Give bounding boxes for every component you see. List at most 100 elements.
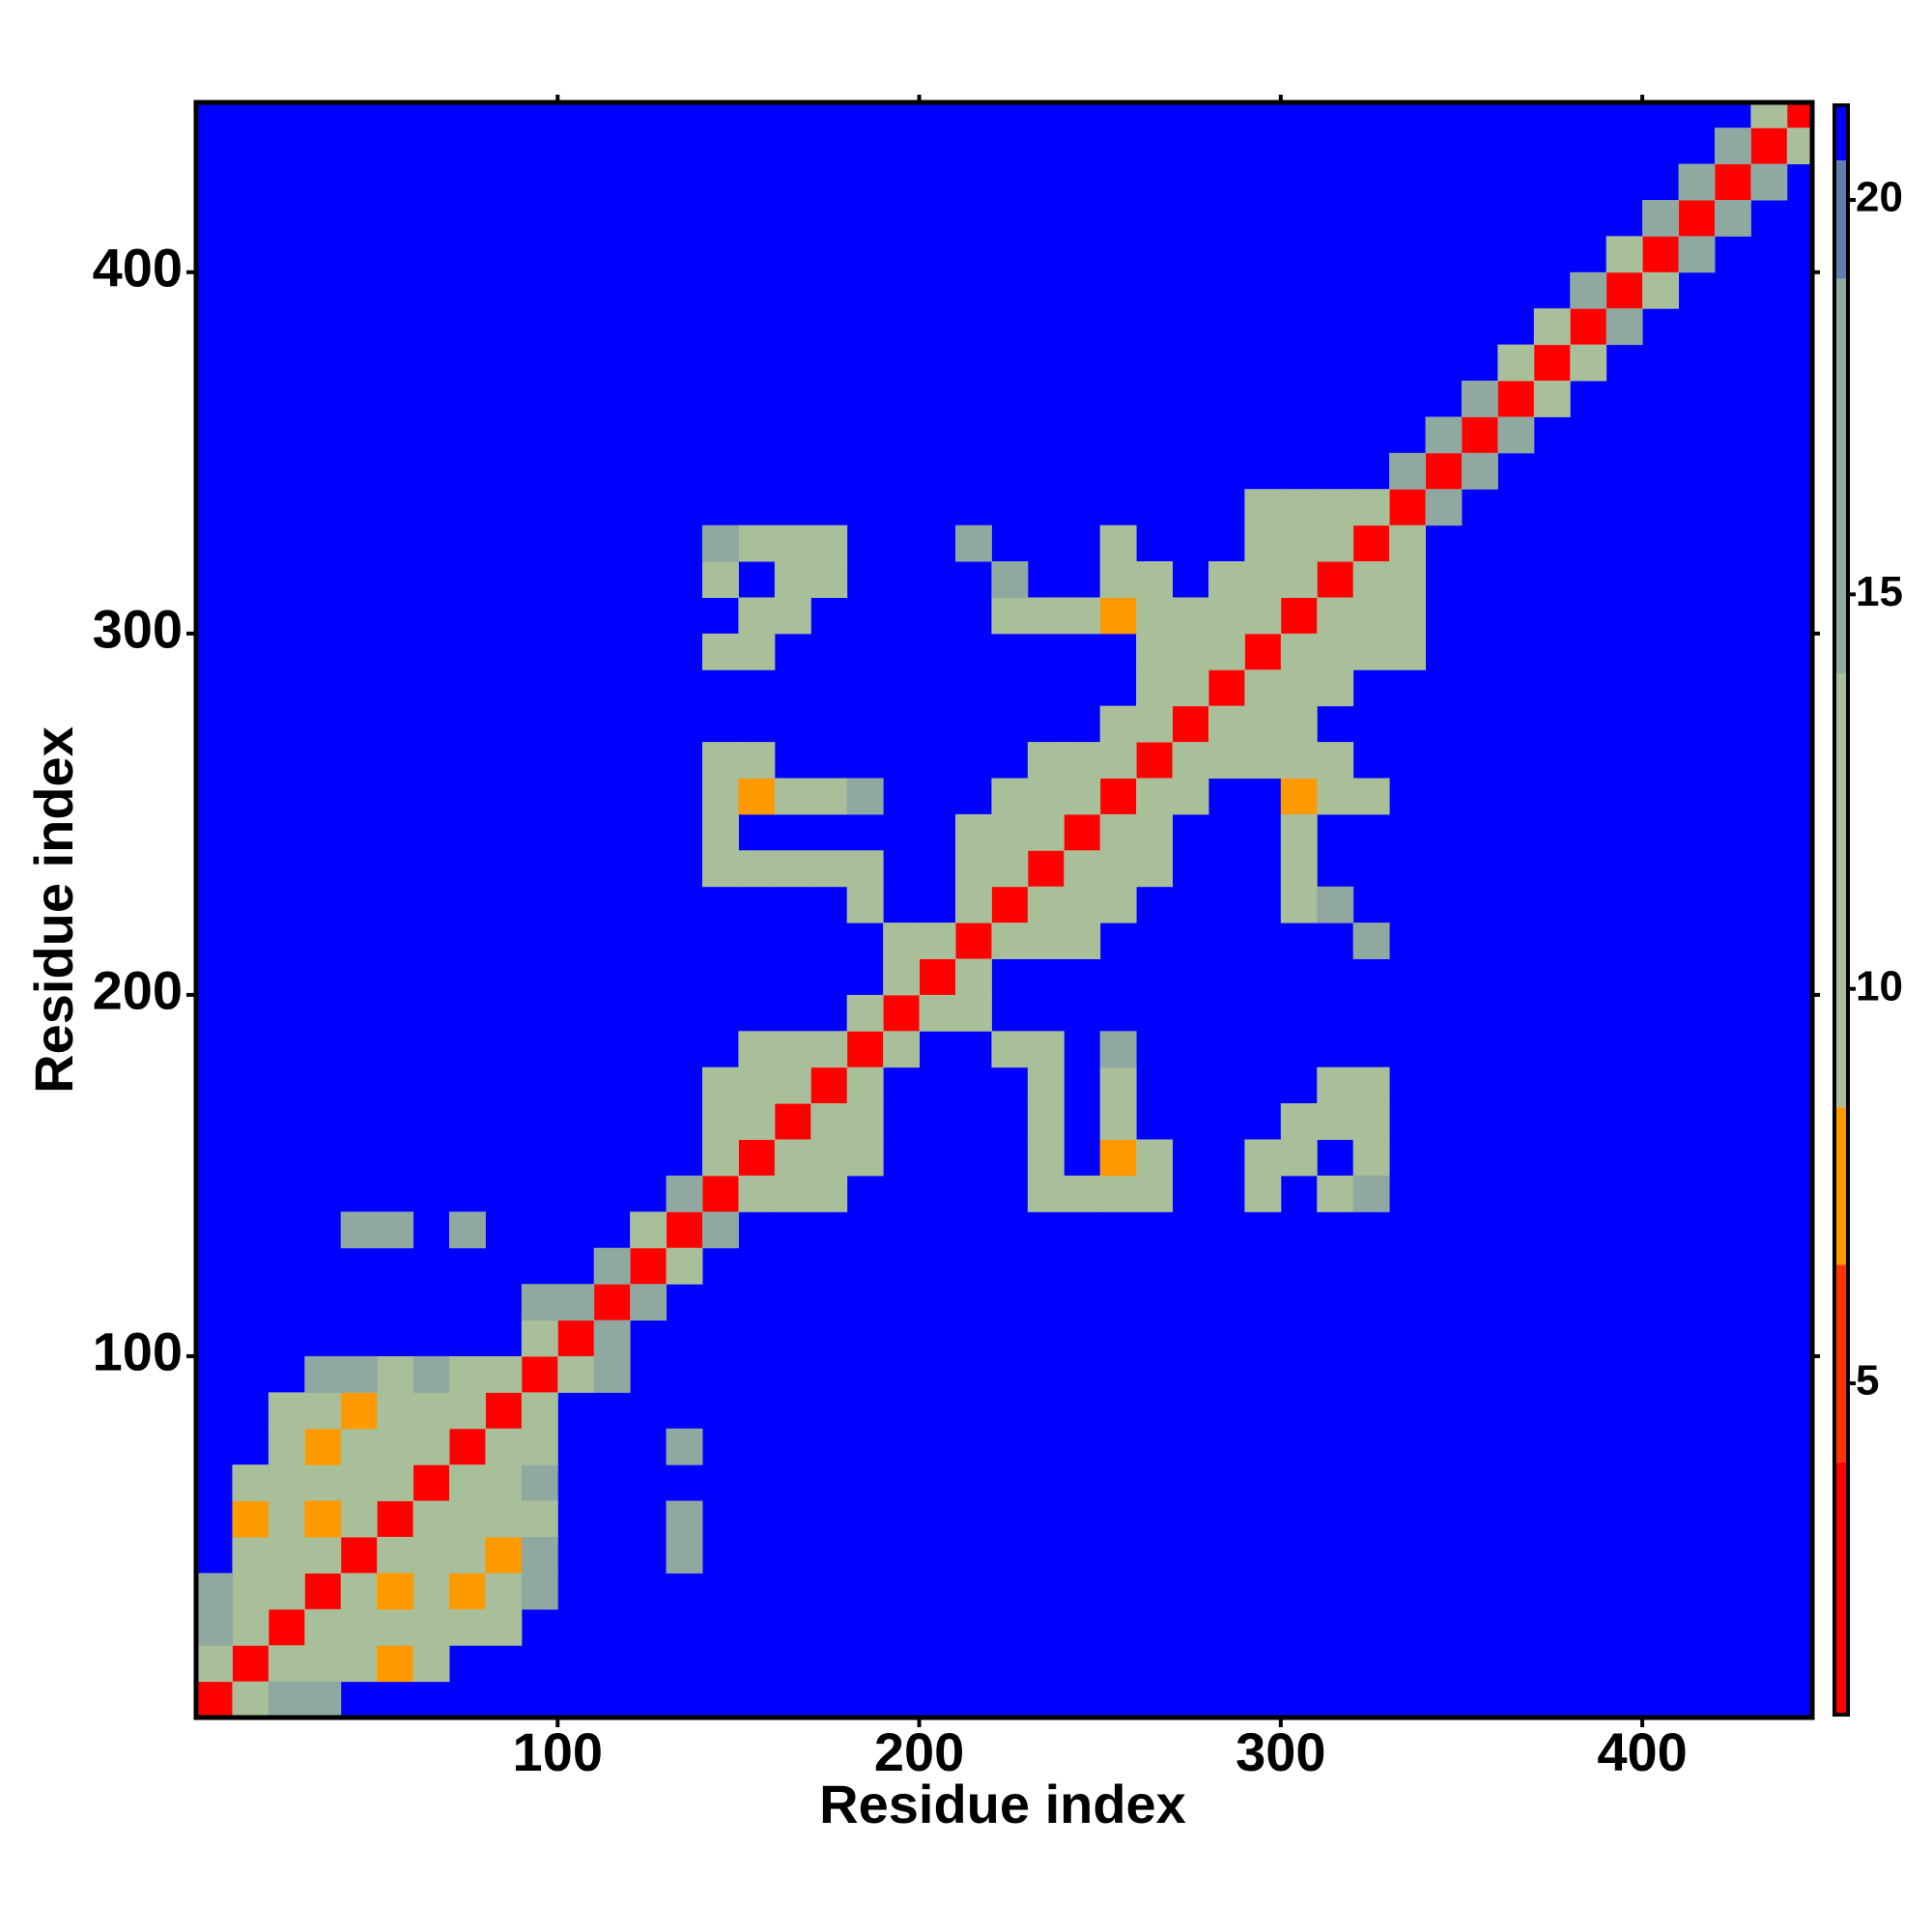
colorbar-band (1834, 278, 1848, 673)
heatmap-cell (774, 597, 811, 635)
heatmap-cell (1064, 813, 1101, 851)
heatmap-cell (774, 1031, 811, 1068)
heatmap-cell (810, 778, 848, 815)
heatmap-cell (810, 850, 848, 888)
heatmap-cell (485, 1428, 523, 1465)
heatmap-cell (1317, 1175, 1354, 1212)
heatmap-cell (1136, 1139, 1174, 1177)
heatmap-cell (738, 778, 776, 815)
heatmap-cell (666, 1211, 703, 1249)
heatmap-cell (268, 1645, 305, 1683)
heatmap-cell (883, 923, 921, 959)
heatmap-cell (1678, 163, 1716, 201)
heatmap-cell (701, 561, 739, 598)
heatmap-cell (666, 1247, 703, 1285)
heatmap-cell (1352, 633, 1390, 670)
heatmap-cell (1352, 489, 1390, 526)
heatmap-cell (1244, 489, 1282, 526)
heatmap-cell (521, 1355, 558, 1393)
heatmap-cell (774, 561, 811, 598)
heatmap-cell (774, 850, 811, 888)
colorbar-tick-label: 20 (1856, 174, 1903, 221)
heatmap-cell (1352, 778, 1390, 815)
heatmap-cell (991, 813, 1029, 851)
heatmap-cell (1099, 1139, 1137, 1177)
heatmap-cell (1244, 705, 1282, 743)
heatmap-cell (701, 1211, 739, 1249)
heatmap-cell (448, 1392, 486, 1430)
heatmap-cell (666, 1175, 703, 1212)
heatmap-cell (991, 923, 1029, 959)
heatmap-cell (232, 1681, 270, 1718)
heatmap-cell (810, 1175, 848, 1212)
heatmap-cell (738, 1103, 776, 1141)
heatmap-cell (774, 778, 811, 815)
heatmap-cell (1352, 525, 1390, 562)
heatmap-cell (738, 633, 776, 670)
heatmap-cell (810, 1031, 848, 1068)
colorbar-tick-label: 15 (1856, 568, 1903, 615)
heatmap-cell (448, 1608, 486, 1646)
colorbar-frame (1833, 103, 1850, 1717)
heatmap-cell (1064, 923, 1101, 959)
heatmap-cell (883, 958, 921, 996)
heatmap-cell (1172, 669, 1209, 707)
heatmap-cell (991, 850, 1029, 888)
heatmap-cell (774, 525, 811, 562)
heatmap-cell (1027, 1139, 1065, 1177)
heatmap-cell (1136, 705, 1174, 743)
heatmap-cell (1389, 452, 1427, 490)
heatmap-cell (1570, 344, 1607, 382)
heatmap-cell (1280, 597, 1318, 635)
colorbar-band (1834, 1264, 1848, 1463)
heatmap-cell (1570, 271, 1607, 309)
heatmap-cell (448, 1573, 486, 1610)
heatmap-cell (991, 886, 1029, 923)
heatmap-cell (1136, 813, 1174, 851)
colorbar-tick-label: 5 (1856, 1357, 1879, 1405)
heatmap-cell (1172, 778, 1209, 815)
heatmap-cell (738, 597, 776, 635)
heatmap-cell (1317, 1103, 1354, 1141)
heatmap-cell (377, 1392, 414, 1430)
heatmap (196, 102, 1812, 1718)
heatmap-cell (846, 850, 884, 888)
heatmap-cell (340, 1608, 378, 1646)
heatmap-cell (1208, 742, 1245, 779)
heatmap-cell (1244, 1175, 1282, 1212)
heatmap-cell (1027, 850, 1065, 888)
heatmap-cell (1425, 452, 1463, 490)
heatmap-cell (1172, 597, 1209, 635)
heatmap-cell (1317, 1066, 1354, 1104)
heatmap-cell (1244, 525, 1282, 562)
heatmap-cell (196, 1681, 233, 1718)
heatmap-cell (774, 1103, 811, 1141)
heatmap-cell (1280, 778, 1318, 815)
heatmap-cell (340, 1211, 378, 1249)
heatmap-cell (1064, 597, 1101, 635)
heatmap-cell (991, 1031, 1029, 1068)
heatmap-cell (1389, 525, 1427, 562)
heatmap-cell (954, 813, 992, 851)
heatmap-cell (1317, 597, 1354, 635)
heatmap-cell (954, 525, 992, 562)
heatmap-cell (412, 1608, 450, 1646)
heatmap-cell (340, 1536, 378, 1574)
heatmap-cell (1099, 778, 1137, 815)
heatmap-cell (412, 1573, 450, 1610)
heatmap-cell (1714, 128, 1751, 165)
heatmap-cell (1099, 742, 1137, 779)
heatmap-cell (377, 1211, 414, 1249)
heatmap-cell (701, 742, 739, 779)
heatmap-cell (1605, 271, 1643, 309)
heatmap-cell (1136, 597, 1174, 635)
heatmap-cell (1099, 1031, 1137, 1068)
heatmap-cell (846, 778, 884, 815)
heatmap-cell (232, 1464, 270, 1502)
heatmap-cell (340, 1428, 378, 1465)
heatmap-cell (340, 1645, 378, 1683)
heatmap-cell (232, 1608, 270, 1646)
heatmap-cell (1352, 1066, 1390, 1104)
heatmap-cell (991, 778, 1029, 815)
heatmap-cell (1280, 1103, 1318, 1141)
